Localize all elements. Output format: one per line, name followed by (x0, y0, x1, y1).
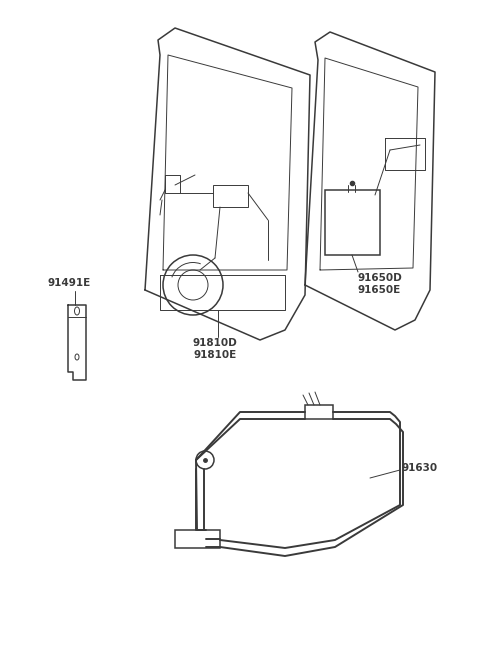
FancyBboxPatch shape (325, 190, 380, 255)
Text: 91630: 91630 (402, 463, 438, 473)
FancyBboxPatch shape (175, 530, 220, 548)
Text: 91650E: 91650E (358, 285, 401, 295)
Text: 91810D: 91810D (192, 338, 238, 348)
Ellipse shape (75, 354, 79, 360)
FancyBboxPatch shape (213, 185, 248, 207)
Text: 91491E: 91491E (48, 278, 91, 288)
Text: 91650D: 91650D (358, 273, 403, 283)
FancyBboxPatch shape (305, 405, 333, 419)
Ellipse shape (74, 307, 80, 315)
Text: 91810E: 91810E (193, 350, 237, 360)
